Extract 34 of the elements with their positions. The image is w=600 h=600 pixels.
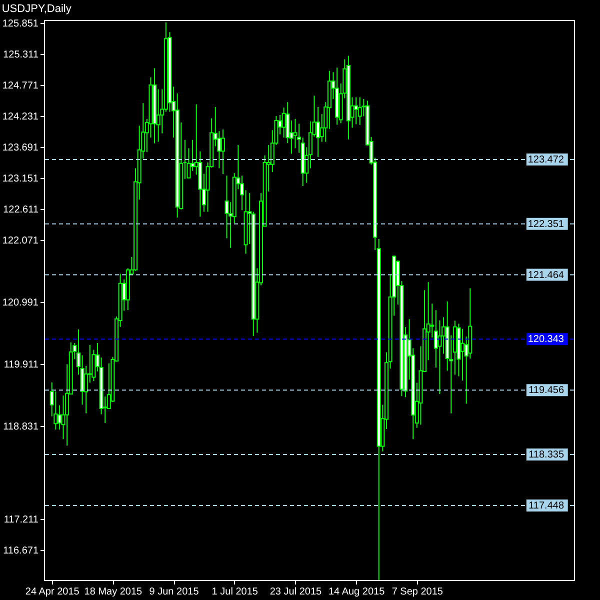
candlestick bbox=[293, 118, 298, 149]
y-tick-label: 122.071 bbox=[2, 235, 39, 246]
ref-line-label: 122.351 bbox=[528, 218, 564, 230]
x-tick-label: 18 May 2015 bbox=[84, 586, 143, 598]
candlestick bbox=[354, 96, 358, 125]
y-tick-label: 118.831 bbox=[3, 422, 39, 433]
y-tick-label: 123.151 bbox=[2, 173, 39, 184]
ref-line-label: 123.472 bbox=[528, 154, 564, 166]
y-tick-label: 123.691 bbox=[2, 142, 39, 154]
y-tick-label: 117.211 bbox=[4, 514, 39, 526]
y-tick-label: 116.671 bbox=[3, 546, 39, 557]
ref-line-label: 120.343 bbox=[528, 334, 564, 346]
y-tick-label: 124.231 bbox=[2, 111, 39, 122]
y-tick-label: 120.991 bbox=[2, 297, 39, 308]
y-tick-label: 124.771 bbox=[2, 80, 39, 92]
x-tick-label: 9 Jun 2015 bbox=[149, 586, 200, 598]
ref-line-label: 117.448 bbox=[528, 500, 564, 512]
ref-line-label: 118.335 bbox=[528, 450, 564, 461]
candlestick bbox=[358, 96, 362, 126]
candlestick bbox=[438, 320, 442, 395]
x-tick-label: 1 Jul 2015 bbox=[212, 586, 258, 598]
chart-title: USDJPY,Daily bbox=[2, 2, 72, 15]
ref-line-label: 119.456 bbox=[528, 385, 564, 396]
x-tick-label: 23 Jul 2015 bbox=[270, 586, 322, 598]
ref-line-label: 121.464 bbox=[528, 270, 564, 281]
candlestick bbox=[57, 404, 62, 430]
x-tick-label: 7 Sep 2015 bbox=[392, 586, 444, 598]
x-tick-label: 14 Aug 2015 bbox=[328, 586, 386, 598]
y-tick-label: 125.311 bbox=[3, 49, 39, 60]
y-tick-label: 122.611 bbox=[3, 204, 39, 216]
y-tick-label: 119.911 bbox=[4, 359, 39, 370]
y-tick-label: 125.851 bbox=[2, 18, 39, 30]
candlestick bbox=[220, 129, 225, 175]
x-tick-label: 24 Apr 2015 bbox=[25, 586, 80, 598]
